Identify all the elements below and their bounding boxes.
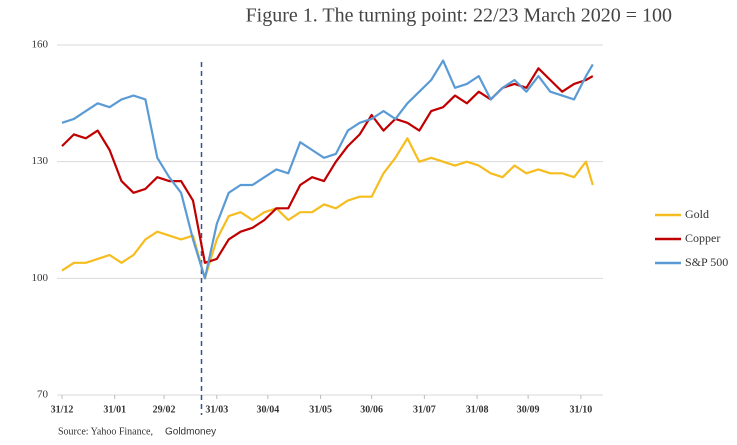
x-tick-label: 30/09 bbox=[517, 404, 540, 415]
y-tick-label: 160 bbox=[32, 39, 49, 51]
x-tick-label: 31/05 bbox=[309, 404, 332, 415]
series-line bbox=[61, 67, 594, 264]
x-tick-label: 30/06 bbox=[360, 404, 383, 415]
x-tick-label: 30/04 bbox=[256, 404, 279, 415]
source: Source: Yahoo Finance, bbox=[58, 426, 153, 437]
y-tick-label: 70 bbox=[37, 389, 49, 401]
series-line bbox=[61, 59, 594, 280]
x-tick-label: 31/10 bbox=[569, 404, 592, 415]
x-tick-label: 31/01 bbox=[103, 404, 126, 415]
x-tick-label: 31/07 bbox=[413, 404, 436, 415]
x-tick-label: 31/12 bbox=[51, 404, 74, 415]
chart-title: Figure 1. The turning point: 22/23 March… bbox=[246, 5, 672, 27]
y-tick-label: 130 bbox=[32, 155, 49, 167]
legend-label: S&P 500 bbox=[685, 255, 728, 269]
series-line bbox=[61, 137, 594, 280]
source-brand: Goldmoney bbox=[165, 427, 216, 438]
x-tick-label: 29/02 bbox=[153, 404, 176, 415]
x-tick-label: 31/03 bbox=[205, 404, 228, 415]
legend-label: Copper bbox=[685, 231, 720, 245]
x-tick-label: 31/08 bbox=[466, 404, 489, 415]
legend-label: Gold bbox=[685, 207, 709, 221]
y-tick-label: 100 bbox=[32, 272, 49, 284]
